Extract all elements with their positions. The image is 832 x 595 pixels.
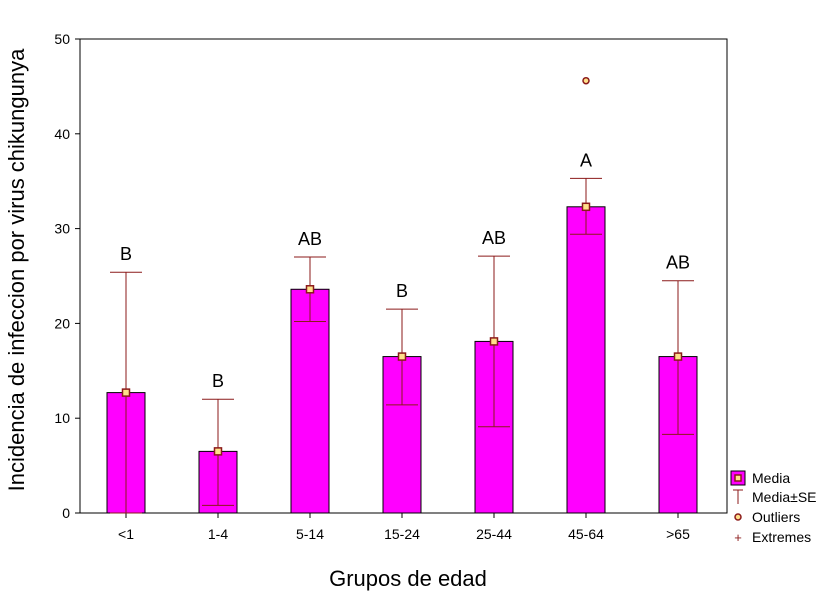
legend-item-outliers: Outliers xyxy=(734,509,800,525)
x-axis-title: Grupos de edad xyxy=(329,566,487,591)
group-letter: B xyxy=(120,244,132,264)
mean-marker xyxy=(121,388,131,397)
mean-marker xyxy=(397,352,407,361)
legend-label-media: Media xyxy=(752,470,790,486)
mean-marker xyxy=(489,337,499,346)
x-tick-label: 45-64 xyxy=(568,526,604,542)
legend: Media Media±SE Outliers + Extremes xyxy=(730,470,817,545)
y-axis-title: Incidencia de infeccion por virus chikun… xyxy=(4,48,29,491)
bar xyxy=(566,206,606,514)
group-letter: B xyxy=(396,281,408,301)
mean-marker xyxy=(673,352,683,361)
y-tick-label: 20 xyxy=(54,315,70,331)
x-tick-label: 15-24 xyxy=(384,526,420,542)
legend-label-media-se: Media±SE xyxy=(752,489,817,505)
x-tick-label: <1 xyxy=(118,526,134,542)
whiskers xyxy=(110,76,694,514)
y-tick-label: 0 xyxy=(62,505,70,521)
legend-item-extremes: + Extremes xyxy=(734,529,811,545)
legend-marker-media xyxy=(734,474,742,482)
legend-outlier-icon xyxy=(734,513,742,521)
y-tick-label: 10 xyxy=(54,410,70,426)
bar xyxy=(290,288,330,514)
x-tick-label: 25-44 xyxy=(476,526,512,542)
mean-marker xyxy=(213,447,223,456)
y-tick-label: 30 xyxy=(54,221,70,237)
group-letter: AB xyxy=(482,228,506,248)
x-axis: <1 1-4 5-14 15-24 25-44 45-64 >65 xyxy=(118,513,690,542)
mean-marker xyxy=(581,202,591,212)
legend-extreme-icon: + xyxy=(734,530,742,545)
x-tick-label: 5-14 xyxy=(296,526,324,542)
outlier-point xyxy=(582,76,590,85)
group-letter: A xyxy=(580,150,592,170)
legend-label-outliers: Outliers xyxy=(752,509,800,525)
x-tick-label: >65 xyxy=(666,526,690,542)
y-tick-label: 50 xyxy=(54,31,70,47)
group-letter: AB xyxy=(298,229,322,249)
y-axis: 0 10 20 30 40 50 xyxy=(54,31,80,521)
legend-label-extremes: Extremes xyxy=(752,529,811,545)
group-letter: AB xyxy=(666,253,690,273)
y-tick-label: 40 xyxy=(54,126,70,142)
x-tick-label: 1-4 xyxy=(208,526,228,542)
mean-marker xyxy=(305,285,315,294)
group-letter: B xyxy=(212,371,224,391)
group-letters: B B AB B AB A AB xyxy=(120,150,690,391)
legend-item-media-se: Media±SE xyxy=(733,489,817,505)
legend-item-media: Media xyxy=(730,470,790,486)
